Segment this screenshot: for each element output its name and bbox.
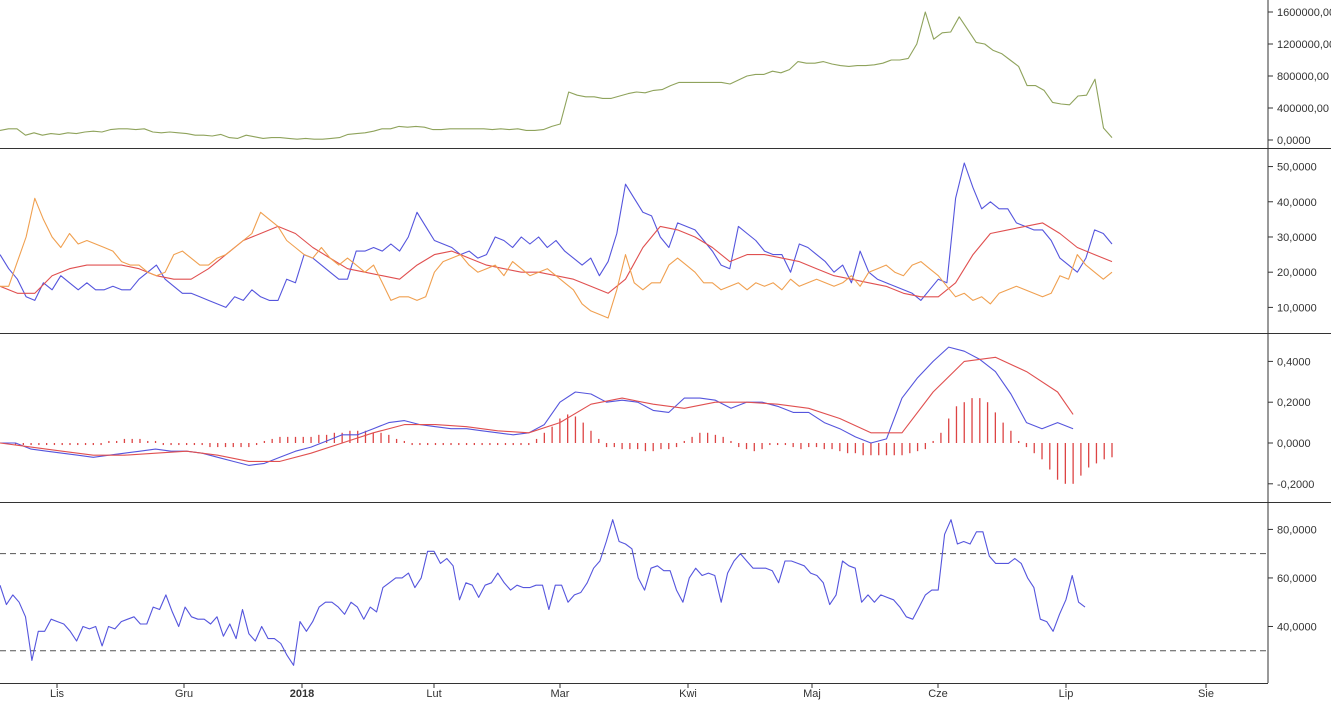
y-tick-label-indicator-4: 50,0000 <box>1277 162 1317 174</box>
x-tick-label-8: Lip <box>1059 688 1074 700</box>
panel-rsi: 40,0000 60,0000 80,0000 <box>0 519 1317 666</box>
y-tick-label-macd-0: -0,2000 <box>1277 479 1314 491</box>
panel-volume: 0,0000 400000,00 800000,00 1200000,00 160000… <box>0 7 1331 147</box>
series-line-macd-2 <box>0 356 1074 462</box>
x-tick-label-0: Lis <box>50 688 65 700</box>
y-tick-label-volume-0: 0,0000 <box>1277 135 1311 147</box>
x-tick-label-4: Mar <box>551 688 570 700</box>
series-line-indicator-3 <box>0 197 1113 319</box>
y-tick-label-indicator-0: 10,0000 <box>1277 302 1317 314</box>
y-tick-label-volume-4: 1600000,00 <box>1277 7 1331 19</box>
x-tick-label-2: 2018 <box>290 688 314 700</box>
series-line-macd-1 <box>0 346 1074 466</box>
x-tick-label-6: Maj <box>803 688 821 700</box>
x-tick-label-1: Gru <box>175 688 193 700</box>
y-tick-label-volume-3: 1200000,00 <box>1277 39 1331 51</box>
series-line-rsi-1 <box>0 519 1086 666</box>
y-tick-label-volume-1: 400000,00 <box>1277 103 1329 115</box>
y-tick-label-indicator-3: 40,0000 <box>1277 197 1317 209</box>
x-tick-label-7: Cze <box>928 688 948 700</box>
y-tick-label-rsi-2: 80,0000 <box>1277 524 1317 536</box>
y-tick-label-macd-3: 0,4000 <box>1277 356 1311 368</box>
y-tick-label-macd-2: 0,2000 <box>1277 397 1311 409</box>
x-tick-label-3: Lut <box>426 688 441 700</box>
y-tick-label-indicator-2: 30,0000 <box>1277 232 1317 244</box>
y-tick-label-rsi-0: 40,0000 <box>1277 621 1317 633</box>
x-tick-label-9: Sie <box>1198 688 1214 700</box>
panel-indicator: 10,0000 20,0000 30,0000 40,0000 50,0000 <box>0 162 1317 319</box>
panel-macd: -0,2000 0,0000 0,2000 0,4000 <box>0 346 1314 491</box>
series-line-indicator-2 <box>0 222 1113 298</box>
y-tick-label-indicator-1: 20,0000 <box>1277 267 1317 279</box>
y-tick-label-macd-1: 0,0000 <box>1277 438 1311 450</box>
series-line-indicator-1 <box>0 162 1113 308</box>
y-tick-label-rsi-1: 60,0000 <box>1277 573 1317 585</box>
y-tick-label-volume-2: 800000,00 <box>1277 71 1329 83</box>
x-tick-label-5: Kwi <box>679 688 697 700</box>
series-line-volume-1 <box>0 11 1113 140</box>
